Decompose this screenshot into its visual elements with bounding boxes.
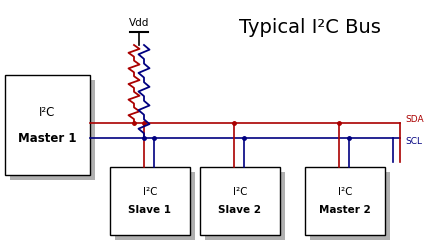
Text: Slave 2: Slave 2 [218, 205, 261, 215]
Bar [200, 167, 280, 235]
Text: SCL: SCL [405, 138, 422, 146]
Bar [110, 167, 190, 235]
Bar [205, 172, 285, 240]
Text: I²C: I²C [39, 106, 56, 118]
Bar [5, 75, 90, 175]
Text: I²C: I²C [233, 187, 247, 197]
Bar [115, 172, 195, 240]
Text: Master 2: Master 2 [319, 205, 371, 215]
Bar [10, 80, 95, 180]
Text: I²C: I²C [338, 187, 352, 197]
Text: Typical I²C Bus: Typical I²C Bus [239, 18, 381, 37]
Text: Slave 1: Slave 1 [128, 205, 172, 215]
Text: Master 1: Master 1 [18, 132, 77, 144]
Text: I²C: I²C [143, 187, 157, 197]
Bar [310, 172, 390, 240]
Bar [305, 167, 385, 235]
Text: Vdd: Vdd [129, 18, 149, 28]
Text: SDA: SDA [405, 114, 424, 124]
